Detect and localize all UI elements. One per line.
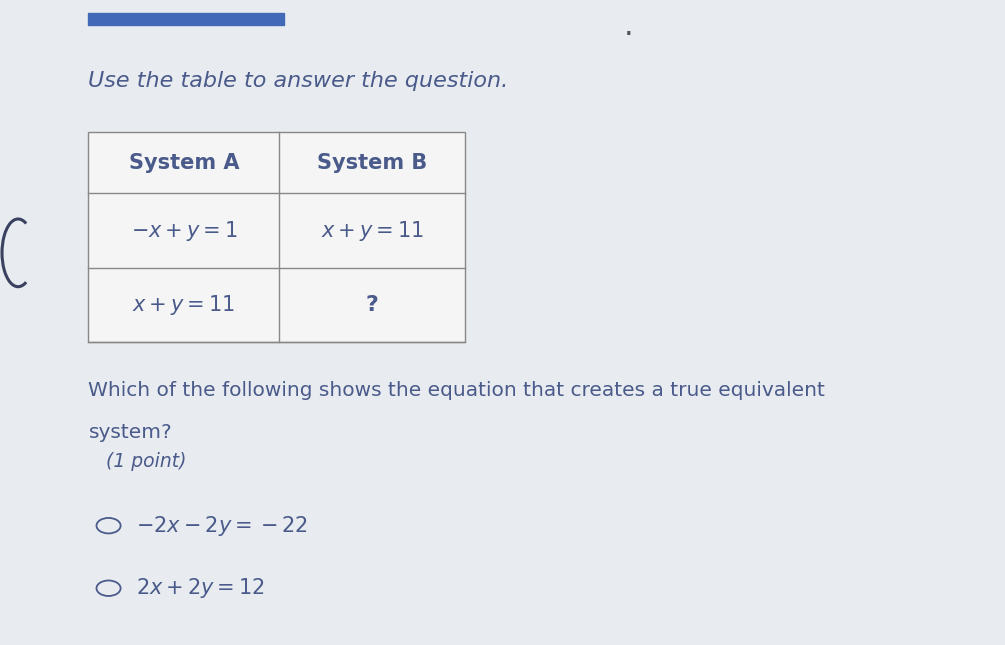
- Text: Which of the following shows the equation that creates a true equivalent: Which of the following shows the equatio…: [88, 381, 825, 400]
- Text: ?: ?: [366, 295, 379, 315]
- Text: Use the table to answer the question.: Use the table to answer the question.: [88, 70, 509, 91]
- Text: $-x + y = 1$: $-x + y = 1$: [131, 219, 237, 243]
- Text: ·: ·: [623, 21, 633, 50]
- Text: $x + y = 11$: $x + y = 11$: [321, 219, 424, 243]
- Text: system?: system?: [88, 422, 172, 442]
- Text: System A: System A: [129, 153, 239, 173]
- Text: $x + y = 11$: $x + y = 11$: [133, 293, 235, 317]
- Bar: [88, 13, 284, 25]
- Text: (1 point): (1 point): [106, 451, 186, 471]
- Text: $-2x - 2y = -22$: $-2x - 2y = -22$: [136, 513, 308, 538]
- Bar: [88, 132, 465, 342]
- Text: System B: System B: [318, 153, 427, 173]
- Text: $2x + 2y = 12$: $2x + 2y = 12$: [136, 576, 264, 600]
